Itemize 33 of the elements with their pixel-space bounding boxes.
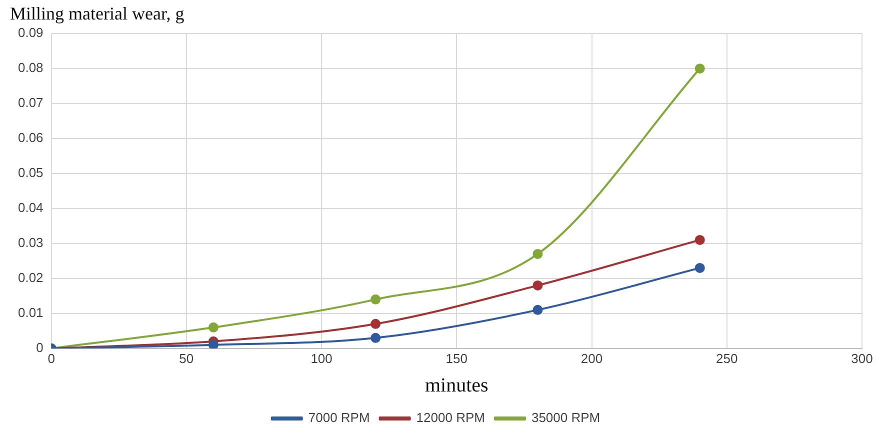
legend-label: 35000 RPM bbox=[531, 410, 600, 426]
x-axis-title: minutes bbox=[424, 374, 489, 396]
point bbox=[532, 304, 543, 315]
y-tick-label: 0 bbox=[36, 340, 44, 355]
x-tick-label: 200 bbox=[580, 350, 603, 366]
x-tick-label: 50 bbox=[179, 350, 194, 366]
y-tick-label: 0.03 bbox=[18, 235, 44, 250]
legend-label: 12000 RPM bbox=[416, 410, 485, 426]
x-tick-label: 0 bbox=[48, 350, 55, 366]
y-tick-label: 0.04 bbox=[18, 200, 44, 216]
point bbox=[370, 294, 381, 304]
point bbox=[532, 280, 543, 290]
point bbox=[370, 332, 381, 343]
x-tick-label: 300 bbox=[851, 350, 873, 366]
y-tick-label: 0.07 bbox=[18, 95, 44, 110]
x-tick-label: 250 bbox=[716, 350, 738, 366]
chart-title: Milling material wear, g bbox=[10, 4, 184, 24]
point bbox=[370, 318, 381, 329]
x-tick-label: 100 bbox=[310, 350, 332, 366]
point bbox=[208, 322, 218, 332]
x-tick-label: 150 bbox=[446, 350, 468, 366]
y-tick-label: 0.05 bbox=[18, 165, 44, 180]
y-tick-label: 0.09 bbox=[18, 25, 44, 40]
point bbox=[694, 234, 705, 245]
y-tick-label: 0.08 bbox=[18, 60, 44, 76]
legend-label: 7000 RPM bbox=[308, 410, 370, 426]
point bbox=[694, 262, 705, 273]
point bbox=[532, 248, 543, 259]
y-tick-label: 0.02 bbox=[18, 270, 44, 286]
y-tick-label: 0.01 bbox=[18, 305, 44, 320]
point bbox=[208, 340, 218, 348]
point bbox=[694, 64, 705, 74]
y-tick-label: 0.06 bbox=[18, 130, 44, 146]
